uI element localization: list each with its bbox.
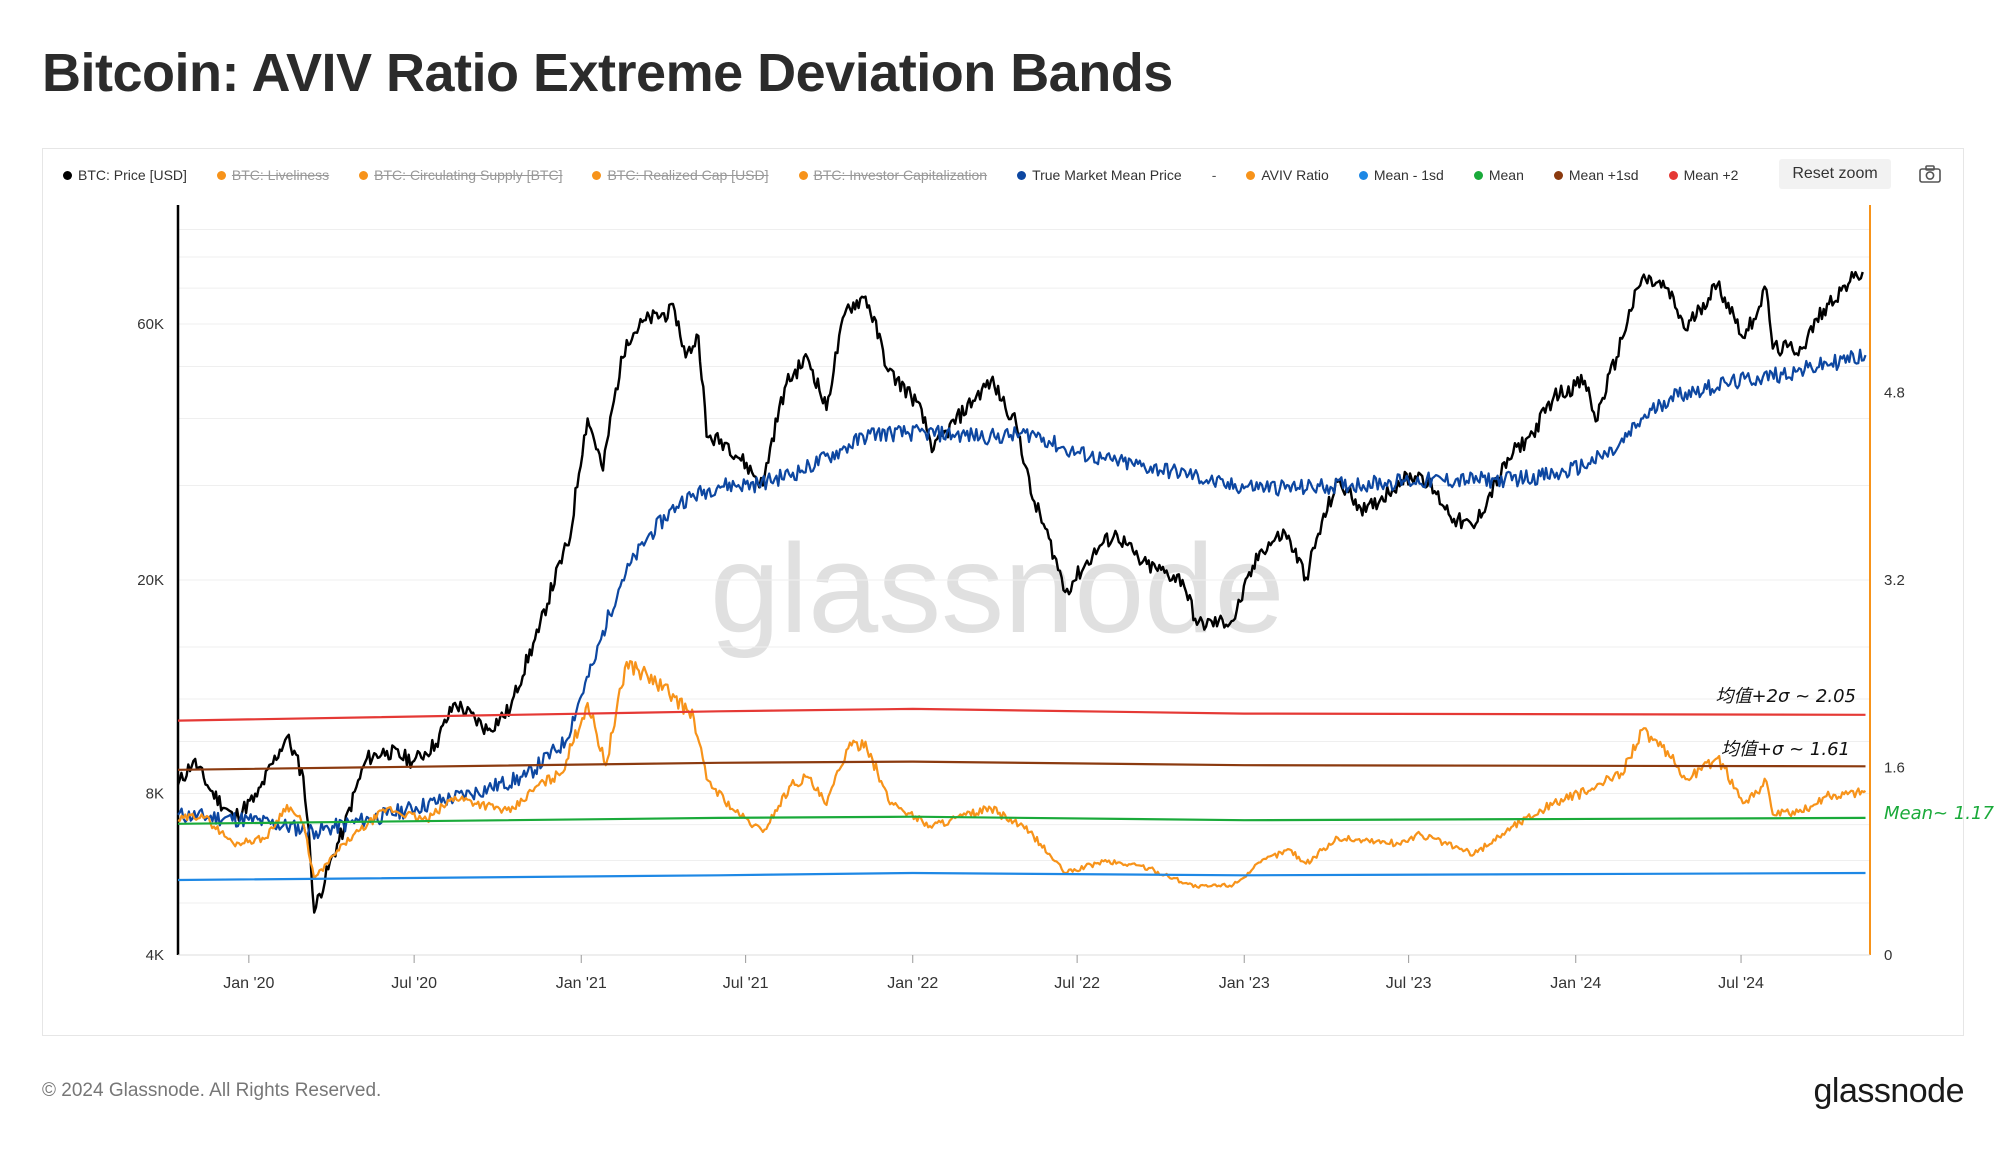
legend-item[interactable]: Mean - 1sd: [1358, 167, 1444, 183]
series-line-aviv-ratio: [177, 660, 1867, 889]
x-tick-label: Jul '20: [391, 975, 437, 992]
legend-label: Mean: [1488, 167, 1524, 183]
watermark: glassnode: [710, 518, 1284, 659]
legend-item[interactable]: True Market Mean Price: [1017, 167, 1182, 183]
legend-dot-icon: [1358, 170, 1368, 180]
legend-label: Mean - 1sd: [1373, 167, 1444, 183]
legend-item[interactable]: BTC: Liveliness: [216, 167, 330, 183]
camera-icon[interactable]: [1919, 165, 1941, 183]
legend-item[interactable]: BTC: Investor Capitalization: [798, 167, 988, 183]
x-tick-label: Jan '20: [223, 975, 274, 992]
legend-dot-icon: [1017, 170, 1027, 180]
legend-dot-icon: [359, 170, 369, 180]
series-line-mean-2: [177, 707, 1866, 722]
legend-dot-icon: [1473, 170, 1483, 180]
legend-dot-icon: [1668, 170, 1678, 180]
x-tick-label: Jan '21: [556, 975, 607, 992]
page-title: Bitcoin: AVIV Ratio Extreme Deviation Ba…: [42, 43, 1173, 103]
chart-legend: BTC: Price [USD] BTC: Liveliness BTC: Circ…: [63, 163, 1793, 187]
legend-dot-icon: [592, 170, 602, 180]
y-right-tick-label: 1.6: [1884, 760, 1905, 777]
legend-dot-icon: [798, 170, 808, 180]
series-line-mean-1sd: [177, 871, 1866, 882]
y-right-tick-label: 3.2: [1884, 572, 1905, 589]
legend-item[interactable]: BTC: Realized Cap [USD]: [592, 167, 769, 183]
series-line-true-market-mean-price: [177, 348, 1867, 840]
footer-logo: glassnode: [1813, 1072, 1964, 1110]
legend-item[interactable]: Mean +2: [1668, 167, 1739, 183]
series-group: [176, 270, 1867, 914]
x-tick-label: Jul '21: [723, 975, 769, 992]
legend-label: BTC: Liveliness: [231, 167, 330, 183]
y-right-tick-label: 0: [1884, 947, 1892, 964]
x-tick-label: Jul '24: [1718, 975, 1764, 992]
series-line-mean: [177, 815, 1866, 825]
y-left-tick-label: 20K: [137, 572, 164, 589]
legend-label: Mean +2: [1683, 167, 1739, 183]
chart-panel: BTC: Price [USD] BTC: Liveliness BTC: Circ…: [42, 148, 1964, 1036]
legend-item[interactable]: Mean: [1473, 167, 1524, 183]
legend-label: BTC: Price [USD]: [78, 167, 187, 183]
axes: 4K 8K 20K 60K 0 1.6 3.2 4.8 Jan '20 Jul '20 Jan '2…: [137, 205, 1905, 992]
legend-dot-icon: [1246, 170, 1256, 180]
annotation-plus-1sd: 均值+σ ~ 1.61: [1721, 739, 1850, 760]
legend-dot-icon: [1553, 170, 1563, 180]
y-left-tick-label: 8K: [146, 785, 164, 802]
legend-item[interactable]: BTC: Circulating Supply [BTC]: [359, 167, 562, 183]
legend-item[interactable]: BTC: Price [USD]: [63, 167, 187, 183]
legend-label: BTC: Realized Cap [USD]: [607, 167, 769, 183]
reset-zoom-button[interactable]: Reset zoom: [1779, 159, 1891, 189]
legend-item[interactable]: AVIV Ratio: [1246, 167, 1329, 183]
legend-dot-icon: [216, 170, 226, 180]
annotations-group: 均值+2σ ~ 2.05 均值+σ ~ 1.61 Mean~ 1.17: [1715, 686, 1994, 824]
legend-label: BTC: Investor Capitalization: [813, 167, 988, 183]
legend-label: True Market Mean Price: [1032, 167, 1182, 183]
y-left-tick-label: 60K: [137, 316, 164, 333]
annotation-plus-2sd: 均值+2σ ~ 2.05: [1715, 686, 1856, 707]
legend-label: Mean +1sd: [1568, 167, 1639, 183]
x-tick-label: Jul '23: [1386, 975, 1432, 992]
y-left-tick-label: 4K: [146, 947, 164, 964]
series-line-mean-1sd: [177, 760, 1866, 771]
legend-item[interactable]: Mean +1sd: [1553, 167, 1639, 183]
annotation-mean: Mean~ 1.17: [1884, 803, 1994, 824]
x-tick-label: Jul '22: [1054, 975, 1100, 992]
legend-separator: -: [1211, 167, 1217, 183]
x-tick-label: Jan '24: [1550, 975, 1601, 992]
x-tick-label: Jan '23: [1219, 975, 1270, 992]
legend-label: AVIV Ratio: [1261, 167, 1329, 183]
gridlines: [178, 229, 1870, 904]
legend-label: BTC: Circulating Supply [BTC]: [374, 167, 563, 183]
x-tick-label: Jan '22: [887, 975, 938, 992]
footer-copyright: © 2024 Glassnode. All Rights Reserved.: [42, 1080, 382, 1101]
y-right-tick-label: 4.8: [1884, 385, 1905, 402]
legend-dot-icon: [63, 170, 72, 180]
